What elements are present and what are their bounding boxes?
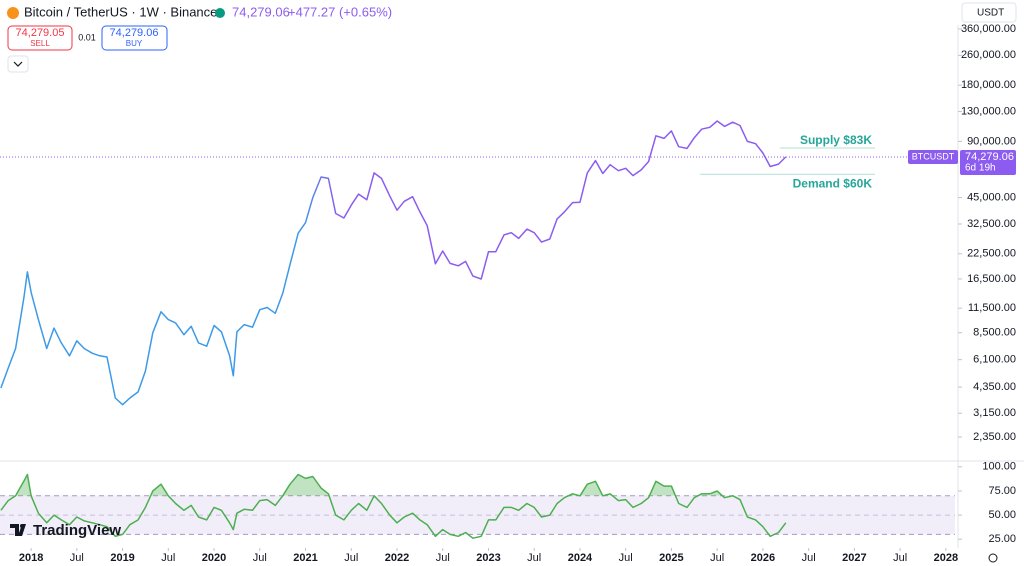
sell-label[interactable]: SELL: [30, 39, 50, 48]
x-tick-label: Jul: [893, 552, 907, 564]
symbol-tag: [908, 149, 958, 164]
x-tick-label: Jul: [161, 552, 175, 564]
x-tick-label: 2028: [934, 552, 958, 564]
rsi-tick-label: 50.00: [988, 509, 1016, 521]
logo-dot: [20, 524, 24, 528]
price-tag: [960, 149, 1016, 175]
x-tick-label: 2018: [19, 552, 43, 564]
rsi-tick-label: 25.00: [988, 533, 1016, 545]
symbol-tag-text: BTCUSDT: [912, 151, 955, 161]
x-tick-label: 2020: [202, 552, 226, 564]
y-tick-label: 260,000.00: [961, 49, 1016, 61]
x-tick-label: Jul: [619, 552, 633, 564]
y-tick-label: 45,000.00: [967, 191, 1016, 203]
level-label: Supply $83K: [800, 133, 872, 147]
spread: 0.01: [78, 32, 96, 42]
market-status: [215, 8, 225, 18]
overbought-fill: [0, 474, 786, 496]
buy-button[interactable]: [101, 25, 168, 51]
x-tick-label: 2026: [751, 552, 775, 564]
symbol: Bitcoin / TetherUS · 1W · Binance: [24, 4, 217, 19]
chevron: [13, 61, 23, 67]
x-tick-label: Jul: [802, 552, 816, 564]
panes: 2,350.00 3,150.00 4,350.00 6,100.00 8,500.00…: [0, 23, 1024, 564]
x-tick-label: 2024: [568, 552, 593, 564]
y-tick-label: 32,500.00: [967, 218, 1016, 230]
price-line: [0, 120, 787, 406]
sell-price[interactable]: 74,279.05: [16, 27, 65, 39]
x-tick-label: Jul: [527, 552, 541, 564]
x-tick-label: Jul: [710, 552, 724, 564]
x-tick-label: Jul: [344, 552, 358, 564]
currency-button[interactable]: [961, 2, 1017, 23]
price-tag-text: 74,279.06: [965, 151, 1014, 163]
currency[interactable]: USDT: [977, 8, 1004, 19]
rsi-tick-label: 75.00: [988, 485, 1016, 497]
y-tick-label: 6,100.00: [973, 354, 1016, 366]
x-tick-label: 2019: [110, 552, 134, 564]
y-tick-label: 2,350.00: [973, 431, 1016, 443]
logo-text: TradingView: [33, 522, 121, 539]
last-price: 74,279.06: [232, 4, 290, 19]
collapse-button[interactable]: [7, 55, 29, 73]
price-line: [0, 473, 787, 539]
coin-icon: [7, 7, 19, 19]
x-tick-label: Jul: [436, 552, 450, 564]
x-tick-label: 2025: [659, 552, 683, 564]
x-tick-label: 2023: [476, 552, 500, 564]
y-tick-label: 8,500.00: [973, 327, 1016, 339]
buy-label[interactable]: BUY: [126, 39, 143, 48]
price-change: +477.27 (+0.65%): [288, 4, 392, 19]
x-tick-label: Jul: [70, 552, 84, 564]
rsi-tick-label: 100.00: [982, 461, 1016, 473]
y-tick-label: 130,000.00: [961, 105, 1016, 117]
level-label: Demand $60K: [793, 176, 873, 190]
y-tick-label: 360,000.00: [961, 23, 1016, 35]
y-tick-label: 180,000.00: [961, 79, 1016, 91]
x-tick-label: 2021: [293, 552, 317, 564]
settings-icon[interactable]: [988, 553, 998, 563]
y-tick-label: 16,500.00: [967, 273, 1016, 285]
countdown: 6d 19h: [965, 163, 996, 174]
x-tick-label: Jul: [253, 552, 267, 564]
y-tick-label: 3,150.00: [973, 407, 1016, 419]
y-tick-label: 4,350.00: [973, 381, 1016, 393]
y-tick-label: 22,500.00: [967, 248, 1016, 260]
x-tick-label: 2027: [842, 552, 866, 564]
y-tick-label: 90,000.00: [967, 135, 1016, 147]
sell-button[interactable]: [7, 25, 73, 51]
x-tick-label: 2022: [385, 552, 409, 564]
buy-price[interactable]: 74,279.06: [110, 27, 159, 39]
y-tick-label: 11,500.00: [968, 302, 1016, 314]
